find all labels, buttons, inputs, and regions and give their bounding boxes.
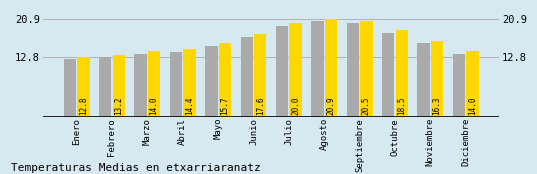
Bar bbox=[254, 34, 266, 117]
Bar bbox=[360, 21, 373, 117]
Bar bbox=[205, 46, 217, 117]
Bar bbox=[431, 41, 443, 117]
Text: 18.5: 18.5 bbox=[397, 96, 406, 115]
Text: Temperaturas Medias en etxarriaranatz: Temperaturas Medias en etxarriaranatz bbox=[11, 163, 260, 173]
Bar bbox=[453, 54, 465, 117]
Bar bbox=[219, 43, 231, 117]
Bar bbox=[276, 26, 288, 117]
Bar bbox=[64, 59, 76, 117]
Text: 14.0: 14.0 bbox=[468, 96, 477, 115]
Bar bbox=[311, 21, 324, 117]
Bar bbox=[113, 55, 125, 117]
Bar bbox=[241, 37, 253, 117]
Bar bbox=[347, 23, 359, 117]
Text: 17.6: 17.6 bbox=[256, 96, 265, 115]
Text: 13.2: 13.2 bbox=[114, 96, 123, 115]
Bar bbox=[170, 52, 182, 117]
Text: 20.5: 20.5 bbox=[362, 96, 371, 115]
Text: 20.9: 20.9 bbox=[326, 96, 336, 115]
Bar bbox=[134, 54, 147, 117]
Bar bbox=[77, 57, 90, 117]
Bar bbox=[99, 57, 112, 117]
Text: 12.8: 12.8 bbox=[79, 96, 88, 115]
Text: 14.4: 14.4 bbox=[185, 96, 194, 115]
Bar bbox=[417, 43, 430, 117]
Text: 15.7: 15.7 bbox=[220, 96, 229, 115]
Bar bbox=[183, 49, 195, 117]
Bar bbox=[289, 23, 302, 117]
Bar bbox=[325, 19, 337, 117]
Bar bbox=[148, 51, 160, 117]
Text: 14.0: 14.0 bbox=[150, 96, 158, 115]
Text: 16.3: 16.3 bbox=[433, 96, 441, 115]
Bar bbox=[396, 30, 408, 117]
Bar bbox=[382, 33, 395, 117]
Bar bbox=[466, 51, 478, 117]
Text: 20.0: 20.0 bbox=[291, 96, 300, 115]
